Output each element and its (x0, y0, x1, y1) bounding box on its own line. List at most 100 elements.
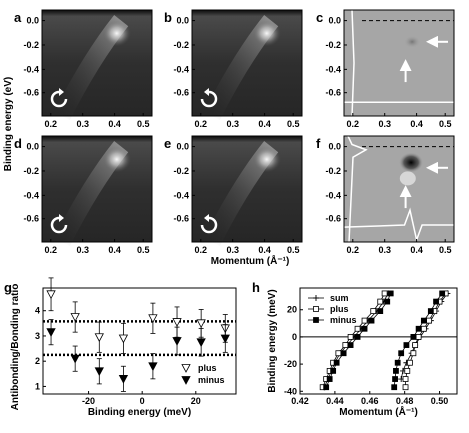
x-tick-label: 0.44 (326, 396, 344, 406)
y-tick-label: -0.4 (325, 190, 341, 200)
rotate-clockwise-icon (50, 216, 68, 234)
data-point-plus (118, 334, 129, 344)
data-point-plus (406, 359, 413, 366)
data-point-minus (70, 354, 80, 364)
y-axis-label: Antibonding/Bonding ratio (10, 284, 21, 411)
x-tick-label: 0.5 (137, 119, 150, 129)
data-point-minus (118, 374, 129, 384)
x-tick-label: 0.3 (378, 245, 391, 255)
x-tick-label: 0.3 (226, 119, 239, 129)
series-line-sum (400, 293, 448, 380)
panel-label: d (14, 136, 22, 151)
data-point-minus (46, 328, 56, 338)
x-tick-label: 0.2 (45, 119, 58, 129)
data-point-plus (402, 384, 409, 391)
legend-marker-plus (181, 364, 191, 373)
data-point-plus (196, 319, 206, 329)
difference-feature (399, 152, 424, 173)
data-point-minus (94, 367, 104, 377)
legend-marker-plus (313, 306, 319, 312)
y-tick-label: 3 (35, 331, 40, 341)
legend-label: sum (330, 293, 349, 303)
data-point-minus (384, 298, 391, 305)
x-tick-label: 0.3 (226, 245, 239, 255)
rotation-arrowhead-icon (204, 214, 209, 222)
y-tick-label: -20 (284, 359, 297, 369)
data-point-minus (420, 317, 427, 324)
rotation-arrowhead-icon (204, 88, 209, 96)
data-point-minus (433, 298, 439, 305)
panel-c: c 0.0 -0.2 -0.4 -0.6 0.2 0.3 0.4 0.5 (316, 9, 455, 129)
series-line-plus (405, 293, 447, 388)
panel-f: f 0.0 -0.2 -0.4 -0.6 0.2 0.3 0.4 0.5 (316, 135, 455, 255)
x-tick-label: 0.48 (396, 396, 414, 406)
y-tick-label: 0.0 (328, 16, 341, 26)
difference-feature (404, 35, 421, 48)
y-tick-label: 2 (35, 356, 40, 366)
panel-label: g (4, 280, 12, 295)
y-tick-label: -0.6 (325, 88, 341, 98)
y-tick-label: -0.2 (325, 166, 341, 176)
data-point-plus (94, 333, 104, 343)
x-tick-label: 0.4 (258, 245, 271, 255)
legend-marker-sum (313, 295, 319, 301)
panel-a: a 0.0 -0.2 -0.4 -0.6 0.2 0.3 0.4 0.5 (14, 9, 153, 129)
data-point-minus (148, 362, 158, 372)
y-tick-label: -0.2 (173, 40, 189, 50)
data-point-plus (347, 334, 354, 340)
rotation-arrowhead-icon (59, 88, 64, 96)
data-point-minus (387, 290, 394, 297)
chart-g: g -20 0 20 1 2 3 4 Binding energy (meV) Antibondi… (4, 277, 237, 418)
data-point-plus (402, 376, 409, 382)
data-point-minus (427, 308, 434, 315)
y-tick-label: -0.4 (23, 190, 39, 200)
y-tick-label: 0.0 (328, 142, 341, 152)
data-point-minus (398, 350, 405, 357)
data-point-minus (326, 376, 333, 382)
data-point-minus (220, 334, 230, 344)
panel-label: e (164, 136, 171, 151)
data-point-minus (368, 317, 375, 324)
data-point-plus (172, 318, 182, 327)
legend-label: plus (330, 304, 349, 314)
y-tick-label: -0.6 (173, 88, 189, 98)
panel-frame (191, 135, 303, 243)
data-point-plus (420, 325, 427, 332)
x-tick-label: 0.4 (410, 245, 423, 255)
image-x-axis-label: Momentum (Å⁻¹) (211, 254, 290, 267)
x-tick-label: 0.4 (410, 119, 423, 129)
data-point-minus (172, 337, 182, 346)
y-axis-label: Binding energy (meV) (267, 289, 278, 392)
data-point-plus (426, 317, 432, 324)
image-panels: a 0.0 -0.2 -0.4 -0.6 0.2 0.3 0.4 0.5 b 0.0 -0.2 -0.4… (3, 9, 455, 267)
data-point-minus (330, 367, 337, 374)
data-point-plus (412, 342, 419, 348)
data-point-minus (196, 338, 206, 348)
data-point-minus (340, 350, 347, 357)
data-point-plus (415, 334, 422, 340)
data-point-minus (323, 384, 330, 391)
panel-frame (343, 135, 455, 243)
x-tick-label: 0.4 (108, 119, 121, 129)
data-point-minus (439, 290, 446, 297)
y-tick-label: -0.4 (23, 64, 39, 74)
panel-label: c (316, 10, 323, 25)
data-point-plus (361, 317, 368, 324)
x-tick-label: 0.4 (258, 119, 271, 129)
x-tick-label: 0.2 (195, 119, 208, 129)
y-tick-label: 0.0 (176, 142, 189, 152)
y-tick-label: -0.2 (325, 40, 341, 50)
chart-h: h 0.42 0.44 0.46 0.48 0.50 -40 -20 0 20 Momentum (… (252, 280, 458, 418)
x-tick-label: -20 (82, 396, 95, 406)
y-tick-label: -0.4 (173, 64, 189, 74)
y-tick-label: 0.0 (176, 16, 189, 26)
x-tick-label: 0.2 (195, 245, 208, 255)
legend-label: minus (330, 315, 357, 325)
chart-g-frame (42, 287, 237, 395)
x-tick-label: 0.5 (287, 245, 300, 255)
y-tick-label: -40 (284, 386, 297, 396)
y-tick-label: 0.0 (26, 16, 39, 26)
legend-label: plus (198, 363, 217, 373)
data-point-plus (342, 342, 349, 348)
